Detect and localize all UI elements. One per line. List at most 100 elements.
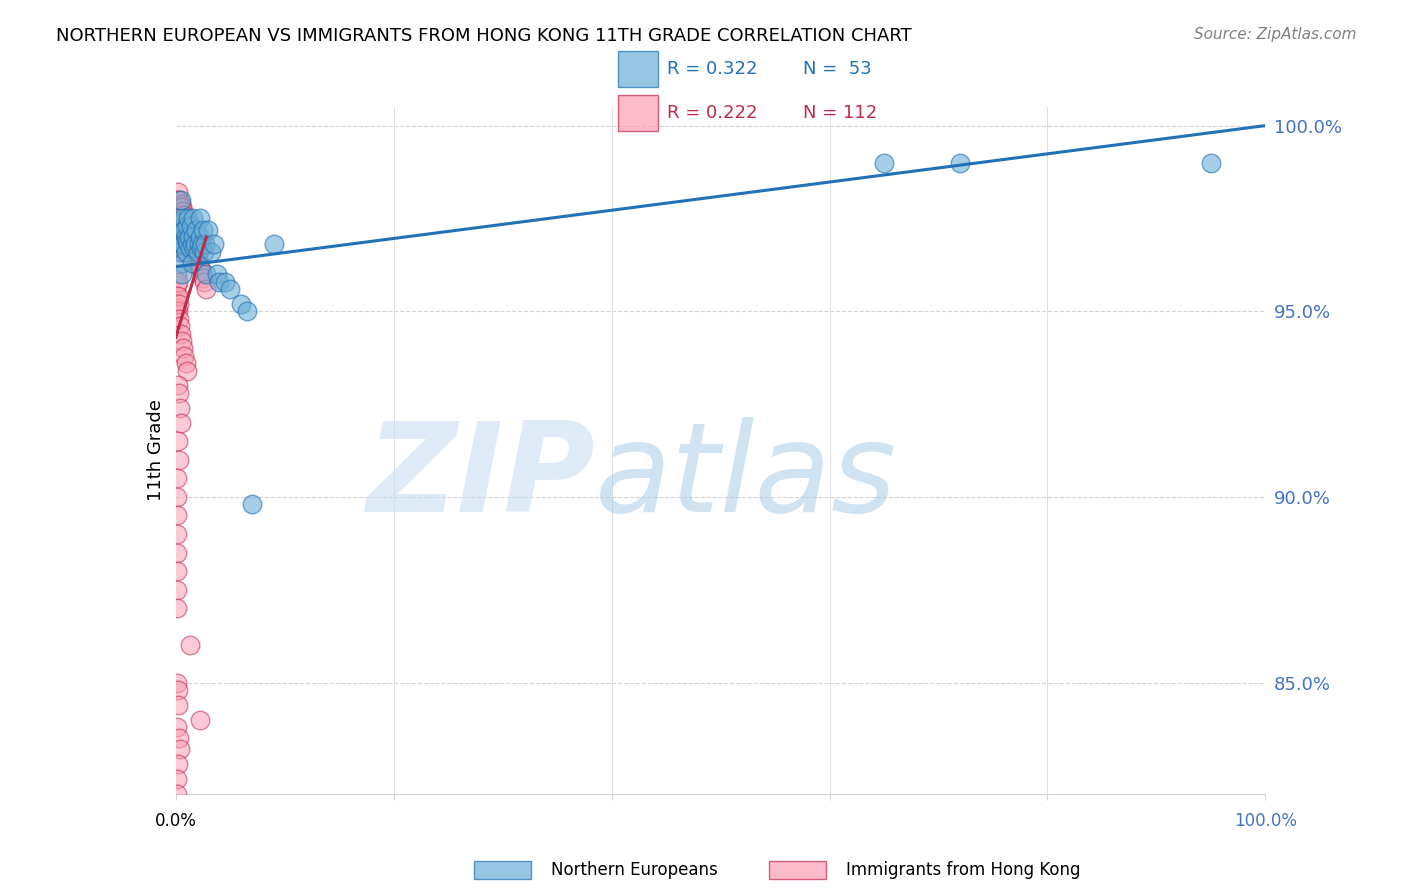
Point <box>167 434 190 449</box>
Point <box>167 311 190 326</box>
Y-axis label: 11th Grade: 11th Grade <box>146 400 165 501</box>
Point <box>167 219 190 233</box>
Point <box>167 682 190 697</box>
Point <box>186 244 209 259</box>
Point <box>183 241 205 255</box>
FancyBboxPatch shape <box>617 51 658 87</box>
Point <box>183 241 205 255</box>
Point <box>166 267 188 281</box>
Point <box>235 304 257 318</box>
Point <box>173 219 195 233</box>
Point <box>166 200 188 214</box>
Point <box>172 237 194 252</box>
Point <box>177 230 200 244</box>
Point <box>208 275 231 289</box>
Text: N =  53: N = 53 <box>803 60 872 78</box>
Point <box>170 204 193 219</box>
Point <box>181 237 204 252</box>
Point <box>176 222 198 236</box>
Point <box>179 241 201 255</box>
Point <box>177 222 200 236</box>
Text: N = 112: N = 112 <box>803 104 877 122</box>
Point <box>181 230 204 244</box>
Point <box>191 267 214 281</box>
Point <box>170 234 193 248</box>
Point <box>231 297 253 311</box>
Point <box>191 270 214 285</box>
Point <box>170 244 193 259</box>
Point <box>167 757 190 772</box>
Point <box>188 211 211 226</box>
Point <box>179 639 201 653</box>
Point <box>166 208 188 222</box>
Point <box>191 222 214 236</box>
Point <box>169 208 191 222</box>
Point <box>167 200 190 214</box>
Point <box>167 200 190 214</box>
Point <box>169 742 191 756</box>
Point <box>167 219 190 233</box>
Point <box>195 267 218 281</box>
Point <box>169 244 191 259</box>
Point <box>174 230 197 244</box>
Point <box>166 471 188 485</box>
Point <box>177 219 200 233</box>
Point <box>167 193 190 207</box>
Text: 100.0%: 100.0% <box>1234 813 1296 830</box>
Point <box>949 155 972 169</box>
Point <box>166 301 188 315</box>
Point <box>190 241 212 255</box>
Point <box>172 200 194 214</box>
Point <box>166 508 188 523</box>
Point <box>166 215 188 229</box>
Point <box>167 452 190 467</box>
Point <box>169 227 191 241</box>
Point <box>167 227 190 241</box>
Point <box>187 237 209 252</box>
Text: Source: ZipAtlas.com: Source: ZipAtlas.com <box>1194 27 1357 42</box>
Point <box>167 378 190 392</box>
Point <box>167 698 190 712</box>
Point <box>166 193 188 207</box>
Point <box>174 356 197 370</box>
Point <box>172 219 194 233</box>
Point <box>167 230 190 244</box>
Point <box>169 200 191 214</box>
Point <box>181 256 204 270</box>
Point <box>195 282 218 296</box>
Point <box>169 401 191 415</box>
Point <box>166 545 188 559</box>
Point <box>174 211 197 226</box>
Point <box>170 211 193 226</box>
Point <box>181 248 204 262</box>
Point <box>172 215 194 229</box>
Point <box>180 219 202 233</box>
Point <box>172 241 194 255</box>
Text: atlas: atlas <box>595 417 897 539</box>
Point <box>166 222 188 236</box>
Point <box>172 227 194 241</box>
Point <box>167 208 190 222</box>
Point <box>169 215 191 229</box>
Point <box>172 237 194 252</box>
Point <box>181 234 204 248</box>
Point <box>177 230 200 244</box>
Point <box>188 230 211 244</box>
Point <box>170 416 193 430</box>
Point <box>172 342 194 356</box>
Point <box>174 222 197 236</box>
Point <box>176 219 198 233</box>
Point <box>176 234 198 248</box>
Point <box>205 267 228 281</box>
Point <box>176 234 198 248</box>
Point <box>177 211 200 226</box>
Point <box>172 211 194 226</box>
Text: R = 0.322: R = 0.322 <box>668 60 758 78</box>
Point <box>180 230 202 244</box>
Point <box>167 385 190 400</box>
Point <box>184 237 207 252</box>
Point <box>188 260 211 274</box>
Point <box>167 237 190 252</box>
Point <box>174 244 197 259</box>
Text: 0.0%: 0.0% <box>155 813 197 830</box>
